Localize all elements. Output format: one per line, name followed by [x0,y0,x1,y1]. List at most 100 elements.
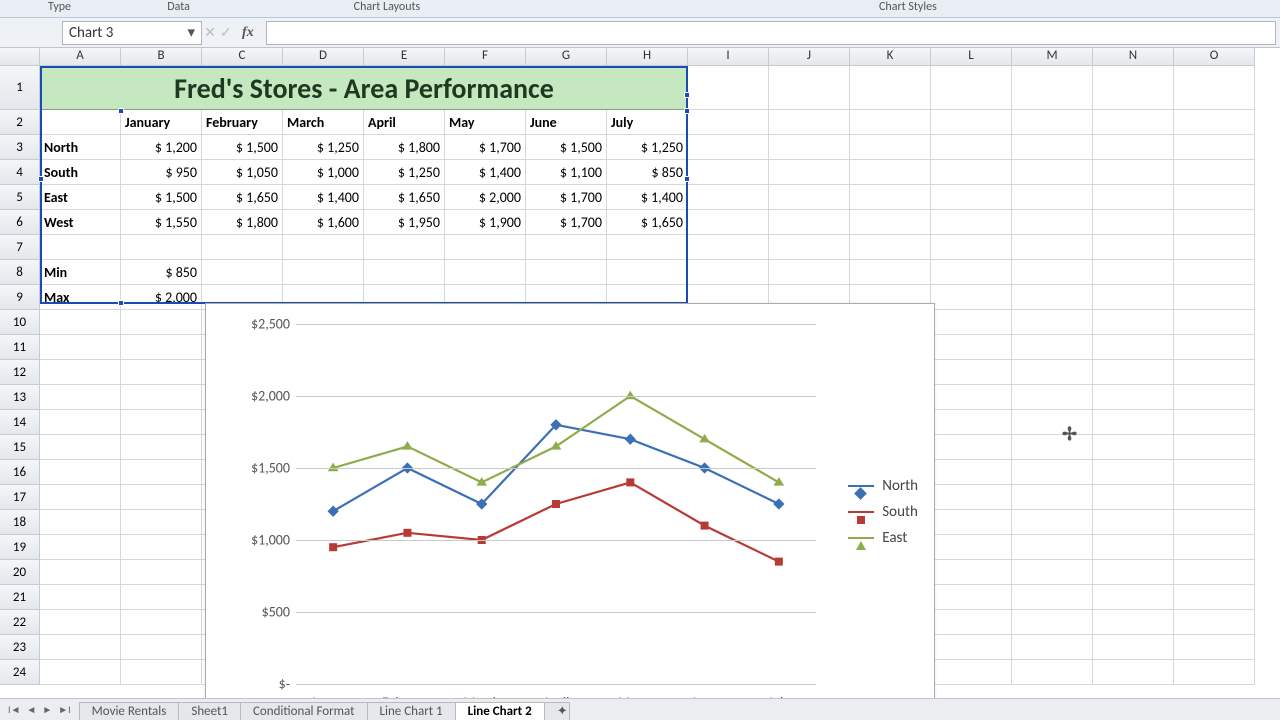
cell[interactable] [1093,285,1174,310]
cell[interactable] [202,260,283,285]
cell[interactable] [1093,260,1174,285]
cell[interactable] [121,585,202,610]
column-header[interactable]: H [607,48,688,66]
cell[interactable] [40,310,121,335]
cell[interactable]: $ 2,000 [445,185,526,210]
cell[interactable] [1174,510,1255,535]
cell[interactable] [364,260,445,285]
cell[interactable] [931,610,1012,635]
cell[interactable] [850,110,931,135]
cell[interactable] [40,410,121,435]
cell[interactable] [1174,610,1255,635]
chart-series-marker[interactable] [701,522,709,530]
row-header[interactable]: 16 [0,460,40,485]
cell[interactable] [688,260,769,285]
cell[interactable] [1093,635,1174,660]
selection-handle[interactable] [684,176,690,182]
cell[interactable] [1012,560,1093,585]
cell[interactable] [688,210,769,235]
cell[interactable] [931,560,1012,585]
chart-series-marker[interactable] [327,506,338,517]
cell[interactable]: $ 1,800 [202,210,283,235]
embedded-chart[interactable]: NorthSouthEast $-$500$1,000$1,500$2,000$… [205,303,935,700]
tab-nav-first-icon[interactable]: I◄ [6,703,22,716]
cell[interactable] [121,385,202,410]
cell[interactable] [40,635,121,660]
tab-nav-buttons[interactable]: I◄ ◄ ► ►I [0,699,79,720]
column-header[interactable]: K [850,48,931,66]
cell[interactable]: $ 1,950 [364,210,445,235]
chart-legend[interactable]: NorthSouthEast [848,469,918,555]
row-header[interactable]: 21 [0,585,40,610]
select-all-corner[interactable] [0,48,40,66]
row-header[interactable]: 3 [0,135,40,160]
cell[interactable] [121,235,202,260]
cell[interactable] [40,335,121,360]
row-header[interactable]: 13 [0,385,40,410]
row-header[interactable]: 6 [0,210,40,235]
cell[interactable]: $ 850 [121,260,202,285]
cell[interactable] [283,260,364,285]
cell[interactable]: $ 1,500 [202,135,283,160]
tab-nav-prev-icon[interactable]: ◄ [24,703,38,716]
fx-icon[interactable]: fx [236,25,260,41]
chart-series-marker[interactable] [775,558,783,566]
row-header[interactable]: 19 [0,535,40,560]
cell[interactable]: $ 950 [121,160,202,185]
cell[interactable] [688,110,769,135]
cell[interactable]: South [40,160,121,185]
cell[interactable] [121,560,202,585]
cell[interactable] [1012,360,1093,385]
cell[interactable] [1174,635,1255,660]
cell[interactable] [121,410,202,435]
cell[interactable] [1174,135,1255,160]
cell[interactable]: $ 1,600 [283,210,364,235]
cell[interactable] [121,360,202,385]
cell[interactable] [40,510,121,535]
cell[interactable] [769,185,850,210]
cell[interactable]: $ 1,700 [526,210,607,235]
cell[interactable]: North [40,135,121,160]
cell[interactable]: $ 1,650 [202,185,283,210]
chart-series-marker[interactable] [552,500,560,508]
row-header[interactable]: 20 [0,560,40,585]
cell[interactable] [1174,360,1255,385]
sheet-tab[interactable]: Sheet1 [178,702,241,720]
cell[interactable] [1093,535,1174,560]
chart-series-marker[interactable] [625,434,636,445]
column-header[interactable]: L [931,48,1012,66]
selection-handle[interactable] [684,92,690,98]
cell[interactable]: $ 2,000 [121,285,202,310]
cell[interactable] [121,485,202,510]
cell[interactable] [1012,310,1093,335]
cell[interactable]: $ 1,500 [526,135,607,160]
name-box[interactable]: Chart 3 ▾ [62,21,202,45]
cell[interactable] [769,66,850,110]
cell[interactable] [931,110,1012,135]
cell[interactable] [850,160,931,185]
column-header[interactable]: F [445,48,526,66]
cell[interactable] [769,235,850,260]
column-header[interactable]: B [121,48,202,66]
row-header[interactable]: 4 [0,160,40,185]
cell[interactable] [40,460,121,485]
cell[interactable] [1093,560,1174,585]
row-header[interactable]: 24 [0,660,40,685]
tab-nav-last-icon[interactable]: ►I [56,703,72,716]
cell[interactable] [121,635,202,660]
cell[interactable] [931,185,1012,210]
worksheet[interactable]: ABCDEFGHIJKLMNO 1Fred's Stores - Area Pe… [0,48,1280,700]
cell[interactable] [1174,660,1255,685]
cell[interactable] [931,485,1012,510]
cell[interactable]: East [40,185,121,210]
row-header[interactable]: 2 [0,110,40,135]
name-box-dropdown-icon[interactable]: ▾ [187,23,195,42]
cell[interactable]: June [526,110,607,135]
cell[interactable] [1012,610,1093,635]
cell[interactable] [931,510,1012,535]
cell[interactable]: May [445,110,526,135]
chart-series-line[interactable] [333,396,779,482]
cell[interactable] [931,360,1012,385]
cell[interactable] [1012,435,1093,460]
cell[interactable] [1174,235,1255,260]
